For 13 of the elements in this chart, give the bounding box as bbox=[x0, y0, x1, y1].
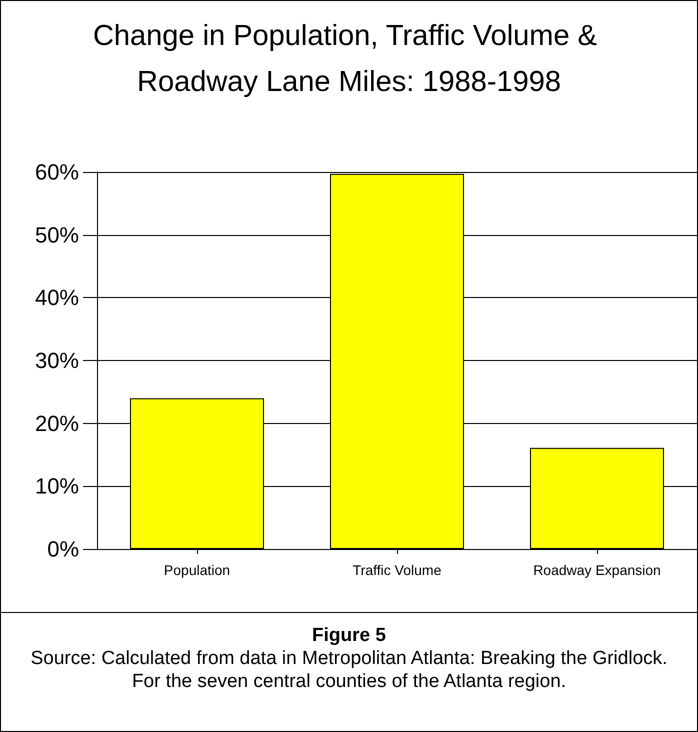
chart-title: Change in Population, Traffic Volume & Roadway Lane Miles: 1988-1998 bbox=[92, 20, 606, 98]
y-tick-label: 50% bbox=[34, 222, 79, 248]
caption: Figure 5 bbox=[311, 624, 387, 647]
x-tick-label: Traffic Volume bbox=[352, 562, 442, 578]
y-tick-label: 40% bbox=[34, 285, 79, 310]
x-tick-label: Population bbox=[164, 562, 230, 578]
y-tick-label: 60% bbox=[34, 160, 79, 184]
source-note: Source: Calculated from data in Metropolitan Atlanta: Breaking the Gridlock. For the seven central counties of the Atlanta region. bbox=[30, 647, 668, 693]
y-tick-label: 30% bbox=[34, 348, 79, 373]
y-tick-label: 0% bbox=[47, 536, 79, 562]
x-tick-label: Roadway Expansion bbox=[533, 562, 661, 578]
y-tick-label: 20% bbox=[34, 410, 79, 436]
y-tick-label: 10% bbox=[34, 474, 79, 499]
